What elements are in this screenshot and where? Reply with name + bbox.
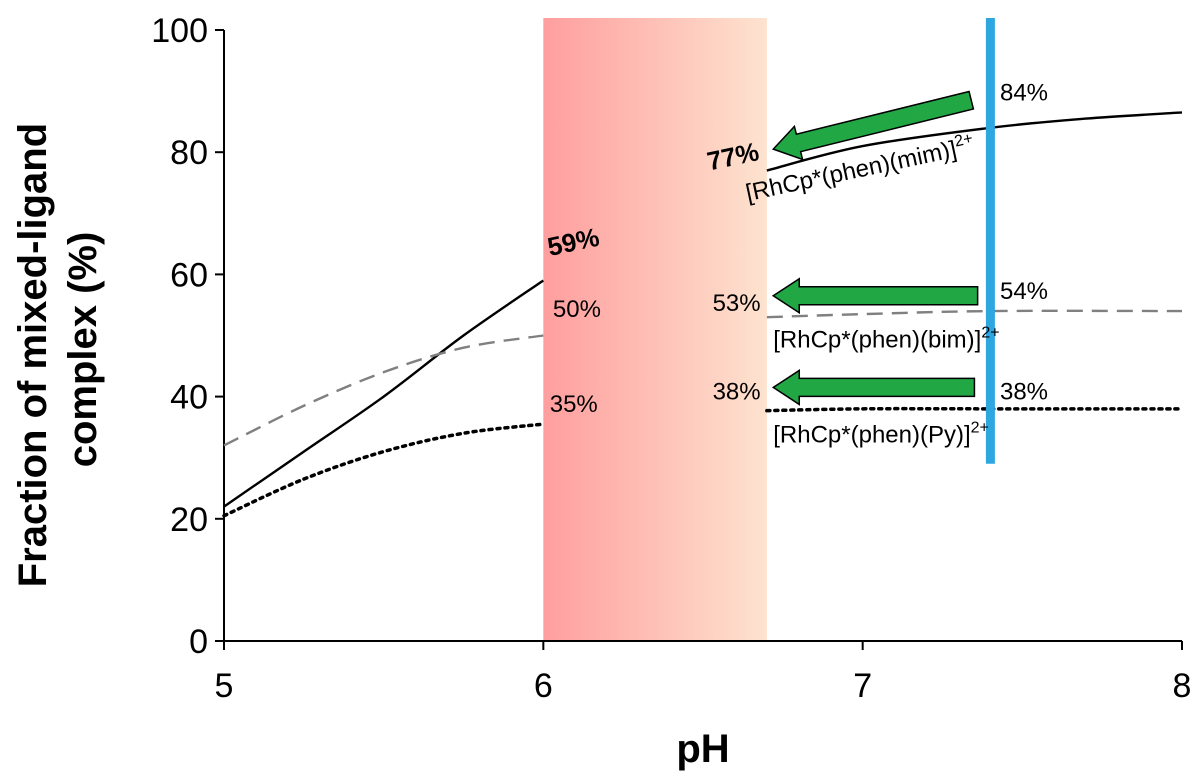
series-label-3: [RhCp*(phen)(Py)]2+ [773,419,989,448]
percent-annotation: 38% [1000,379,1048,406]
y-tick-label: 60 [170,256,208,294]
series-label-charge: 2+ [971,419,989,436]
series-line-3 [765,406,1184,413]
series-line-1 [223,279,545,508]
green-arrow-1 [771,90,975,161]
y-axis-title: Fraction of mixed-ligand complex (%) [11,112,105,588]
series-label-text: [RhCp*(phen)(Py)] [773,421,970,448]
series-label-2: [RhCp*(phen)(bim)]2+ [773,325,999,354]
arrow-layer [771,90,979,406]
y-tick-label: 0 [189,623,208,661]
x-tick-label: 5 [215,667,234,705]
percent-annotation: 50% [553,296,601,323]
green-arrow-2 [771,277,979,315]
y-tick-label: 80 [170,134,208,172]
x-tick-label: 8 [1173,667,1192,705]
series-label-charge: 2+ [953,130,974,150]
series-label-text: [RhCp*(phen)(bim)] [773,327,981,354]
x-tick-label: 6 [534,667,553,705]
y-tick-label: 20 [170,501,208,539]
x-axis-title: pH [676,727,729,771]
y-axis-title-line-2: complex (%) [61,232,105,468]
percent-annotation: 53% [713,290,761,317]
series-layer [222,111,1184,518]
percent-annotation: 54% [1000,278,1048,305]
percent-annotation: 38% [713,379,761,406]
series-line-2 [766,309,1183,319]
green-arrow-3 [771,369,976,406]
x-tick-label: 7 [853,667,872,705]
percent-annotation: 84% [1000,79,1048,106]
series-label-charge: 2+ [981,325,999,342]
series-line-3 [222,422,546,518]
axes: 0 20 40 60 80 100 5 6 7 8 [151,12,1191,705]
shaded-ph-region [543,18,767,641]
series-line-2 [223,334,544,447]
y-axis-title-line-1: Fraction of mixed-ligand [11,123,55,587]
y-tick-label: 40 [170,379,208,417]
percent-annotation: 35% [550,391,598,418]
y-tick-label: 100 [151,12,208,50]
